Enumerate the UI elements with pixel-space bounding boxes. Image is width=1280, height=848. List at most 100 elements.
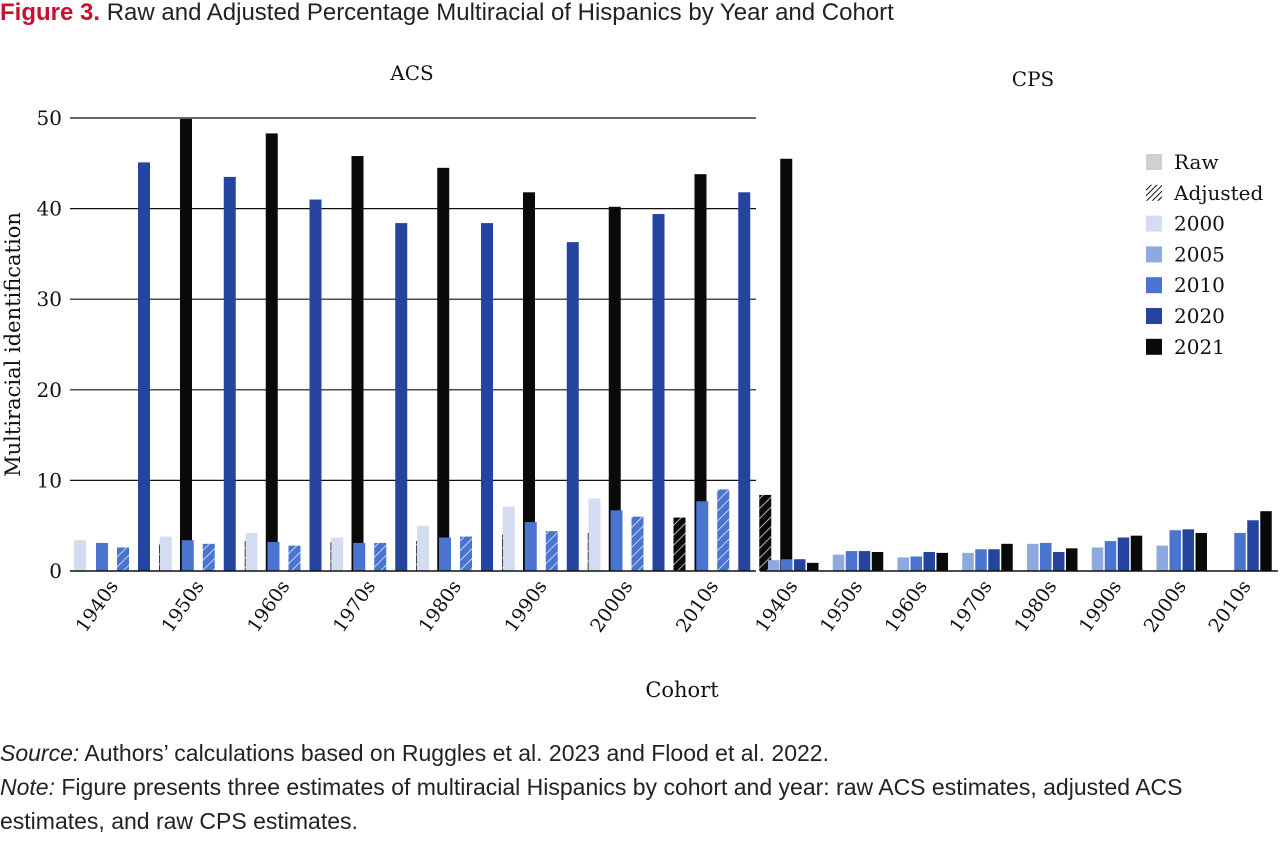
figure-title: Figure 3. Raw and Adjusted Percentage Mu… bbox=[0, 0, 1280, 30]
bar-acs-2000-raw bbox=[588, 498, 601, 571]
bar-cps-2020 bbox=[1182, 529, 1194, 571]
bar-acs-2010-raw bbox=[267, 542, 280, 571]
bar-acs-2000-raw bbox=[159, 536, 172, 571]
legend-swatch-raw bbox=[1146, 154, 1162, 170]
bar-hatch-overlay bbox=[374, 542, 387, 571]
x-tick-label: 1950s bbox=[157, 576, 208, 636]
bar-cps-2021 bbox=[1066, 548, 1078, 571]
bar-acs-2000-raw bbox=[502, 506, 515, 571]
bar-cps-2020 bbox=[923, 551, 935, 571]
bar-hatch-overlay bbox=[673, 517, 686, 571]
acs-panel-title: ACS bbox=[389, 61, 433, 85]
legend-label: 2000 bbox=[1174, 212, 1225, 236]
bar-acs-2021-raw bbox=[694, 174, 707, 571]
bar-acs-2000-raw bbox=[331, 537, 344, 571]
legend-swatch-adjusted bbox=[1146, 184, 1162, 201]
bar-cps-2005 bbox=[1091, 547, 1104, 571]
y-tick-label: 40 bbox=[37, 197, 62, 221]
x-tick-label: 1970s bbox=[945, 576, 996, 636]
bar-cps-2010 bbox=[1104, 541, 1117, 571]
bar-acs-2021-raw bbox=[180, 118, 192, 571]
legend-label: 2010 bbox=[1174, 273, 1225, 297]
bar-cps-2020 bbox=[1247, 520, 1259, 571]
legend-swatch-2020 bbox=[1146, 308, 1162, 324]
bar-acs-2021-raw bbox=[437, 167, 450, 571]
x-tick-label: 1960s bbox=[243, 576, 294, 636]
bar-cps-2005 bbox=[1027, 543, 1039, 571]
bar-acs-2010-raw bbox=[353, 542, 366, 571]
chart-legend: Raw Adjusted 2000 2005 2010 2020 2021 bbox=[1146, 150, 1263, 359]
bar-hatch-overlay bbox=[117, 547, 129, 571]
chart-area: ACS Multiracial identification 0 10 20 30 40 50… bbox=[1, 61, 1278, 702]
source-line: Source: Authors’ calculations based on R… bbox=[0, 736, 1280, 770]
bar-hatch-overlay bbox=[717, 489, 730, 571]
bar-acs-2010-raw bbox=[96, 542, 108, 571]
bar-cps-2021 bbox=[807, 562, 819, 571]
bar-cps-2005 bbox=[832, 554, 845, 571]
bar-acs-2010-raw bbox=[610, 510, 623, 571]
bar-acs-2020-raw bbox=[309, 199, 322, 572]
bar-cps-2005 bbox=[1156, 545, 1168, 571]
bar-acs-2010-raw bbox=[181, 540, 194, 571]
figure-notes: Source: Authors’ calculations based on R… bbox=[0, 736, 1280, 838]
bar-acs-2021-raw bbox=[523, 192, 535, 572]
x-tick-label: 2010s bbox=[1204, 576, 1255, 636]
legend-label: Adjusted bbox=[1173, 181, 1263, 205]
y-tick-label: 20 bbox=[37, 378, 62, 402]
cps-panel-title: CPS bbox=[1012, 67, 1054, 91]
note-label: Note: bbox=[0, 774, 55, 800]
legend-label: 2005 bbox=[1174, 242, 1225, 266]
x-tick-label: 1940s bbox=[751, 576, 802, 636]
x-tick-label: 1990s bbox=[1075, 576, 1126, 636]
bar-cps-2010 bbox=[975, 549, 987, 571]
bar-acs-2020-raw bbox=[223, 176, 236, 571]
x-axis-label: Cohort bbox=[645, 678, 719, 702]
x-tick-label: 1990s bbox=[500, 576, 551, 636]
bar-acs-2000-raw bbox=[74, 540, 86, 571]
bar-acs-2010-raw bbox=[524, 522, 537, 571]
acs-panel: ACS Multiracial identification 0 10 20 30 40 50… bbox=[1, 61, 793, 702]
x-tick-label: 1950s bbox=[816, 576, 867, 636]
bar-cps-2020 bbox=[858, 551, 871, 571]
x-tick-label: 1960s bbox=[881, 576, 932, 636]
bar-acs-2010-raw bbox=[696, 501, 709, 571]
bar-cps-2020 bbox=[988, 549, 1000, 571]
x-tick-label: 2010s bbox=[672, 576, 723, 636]
bar-cps-2021 bbox=[1195, 532, 1207, 571]
legend-label: Raw bbox=[1174, 150, 1219, 174]
bar-cps-2020 bbox=[794, 559, 806, 571]
bar-acs-2020-raw bbox=[652, 214, 665, 571]
bar-cps-2005 bbox=[962, 552, 974, 571]
bar-cps-2020 bbox=[1117, 537, 1130, 571]
bar-cps-2021 bbox=[1001, 543, 1013, 571]
bar-acs-2020-raw bbox=[566, 242, 579, 571]
legend-swatch-2000 bbox=[1146, 215, 1162, 232]
note-line: Note: Figure presents three estimates of… bbox=[0, 770, 1280, 838]
bar-acs-2020-raw bbox=[481, 223, 493, 571]
bar-hatch-overlay bbox=[460, 536, 472, 571]
bar-acs-2000-raw bbox=[245, 532, 258, 571]
bar-cps-2021 bbox=[1130, 535, 1143, 571]
bar-cps-2010 bbox=[845, 551, 858, 571]
bar-acs-2021-raw bbox=[351, 156, 364, 571]
x-tick-label: 2000s bbox=[1140, 576, 1191, 636]
legend-label: 2020 bbox=[1174, 304, 1225, 328]
bar-cps-2010 bbox=[910, 556, 922, 571]
bar-hatch-overlay bbox=[202, 543, 215, 571]
x-tick-label: 1970s bbox=[329, 576, 380, 636]
bar-acs-2010-raw bbox=[439, 537, 451, 571]
source-text: Authors’ calculations based on Ruggles e… bbox=[79, 740, 829, 766]
x-tick-label: 2000s bbox=[586, 576, 637, 636]
bar-acs-2021-raw bbox=[265, 133, 278, 571]
bar-hatch-overlay bbox=[288, 545, 301, 571]
note-text: Figure presents three estimates of multi… bbox=[0, 774, 1183, 834]
legend-swatch-2010 bbox=[1146, 277, 1162, 294]
x-tick-label: 1980s bbox=[1010, 576, 1061, 636]
bar-cps-2021 bbox=[1260, 511, 1272, 571]
bar-cps-2021 bbox=[871, 551, 884, 571]
bar-hatch-overlay bbox=[631, 516, 644, 571]
figure-title-text: Raw and Adjusted Percentage Multiracial … bbox=[106, 0, 894, 26]
legend-swatch-2005 bbox=[1146, 246, 1162, 263]
bar-hatch-overlay bbox=[759, 494, 772, 571]
bar-cps-2021 bbox=[936, 552, 948, 571]
